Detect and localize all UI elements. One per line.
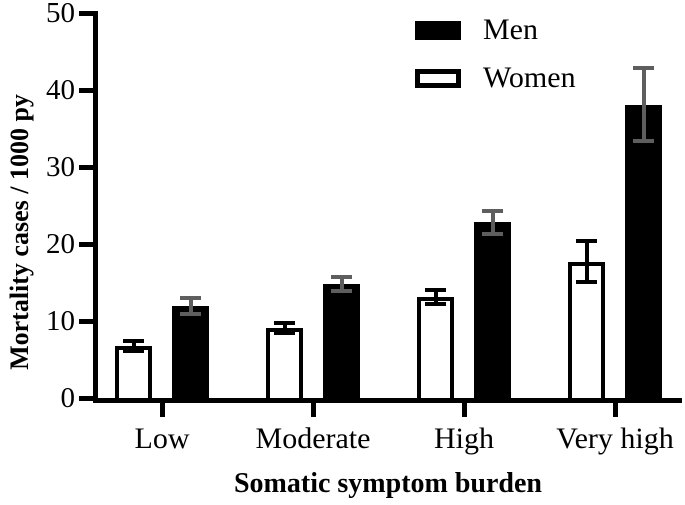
y-tick-0 [79,396,95,401]
y-axis-line [93,11,98,403]
error-bar-bottom-cap [576,280,597,285]
error-bar-men-moderate [331,274,352,294]
error-bar-women-very-high [576,239,597,285]
error-bar-stroke [433,287,438,307]
men-filled-swatch-icon [415,20,461,40]
x-tick-1 [311,403,316,417]
error-bar-stroke [641,66,646,144]
error-bar-bottom-cap [482,232,503,237]
error-bar-stroke [584,239,589,285]
error-bar-bottom-cap [274,330,295,335]
error-bar-women-high [425,287,446,307]
error-bar-top-cap [425,287,446,292]
legend-item-men: Men [415,15,538,45]
y-axis-title: Mortality cases / 1000 py [5,94,34,370]
error-bar-top-cap [331,274,352,279]
error-bar-men-very-high [633,66,654,144]
error-bar-bottom-cap [331,289,352,294]
legend-label-men: Men [483,13,538,46]
bar-men-moderate [323,284,360,402]
bar-women-very-high [568,261,605,402]
y-tick-label-40: 40 [46,74,75,106]
x-category-label-1: Moderate [255,422,371,455]
x-axis-title: Somatic symptom burden [233,468,542,499]
bar-women-low [115,345,152,402]
y-tick-30 [79,165,95,170]
x-tick-2 [462,403,467,417]
y-tick-label-50: 50 [46,0,75,29]
y-tick-10 [79,319,95,324]
error-bar-bottom-cap [633,139,654,144]
error-bar-women-low [123,338,144,353]
women-outlined-swatch-icon [415,68,461,88]
legend-item-women: Women [415,63,576,93]
error-bar-men-low [180,295,201,316]
x-tick-0 [160,403,165,417]
error-bar-bottom-cap [180,311,201,316]
error-bar-bottom-cap [123,348,144,353]
error-bar-stroke [282,321,287,335]
error-bar-stroke [131,338,136,353]
y-tick-label-20: 20 [46,228,75,260]
error-bar-stroke [339,274,344,294]
error-bar-top-cap [482,208,503,213]
y-tick-50 [79,11,95,16]
x-category-label-3: Very high [556,422,674,455]
bar-men-high [474,222,511,402]
bar-women-moderate [266,327,303,402]
y-tick-label-0: 0 [60,382,76,414]
y-tick-label-30: 30 [46,151,75,183]
y-tick-20 [79,242,95,247]
error-bar-women-moderate [274,321,295,335]
x-tick-3 [613,403,618,417]
error-bar-stroke [490,208,495,237]
legend-label-women: Women [483,61,576,94]
error-bar-top-cap [123,338,144,343]
bar-women-high [417,297,454,402]
error-bar-bottom-cap [425,302,446,307]
error-bar-stroke [188,295,193,316]
error-bar-top-cap [274,321,295,325]
y-tick-40 [79,88,95,93]
error-bar-top-cap [180,295,201,300]
bar-men-very-high [625,104,662,402]
error-bar-men-high [482,208,503,237]
bar-men-low [172,305,209,402]
x-category-label-0: Low [134,422,190,455]
error-bar-top-cap [633,66,654,71]
error-bar-top-cap [576,239,597,244]
y-tick-label-10: 10 [46,305,75,337]
x-axis-line [93,398,682,403]
x-category-label-2: High [434,422,494,455]
